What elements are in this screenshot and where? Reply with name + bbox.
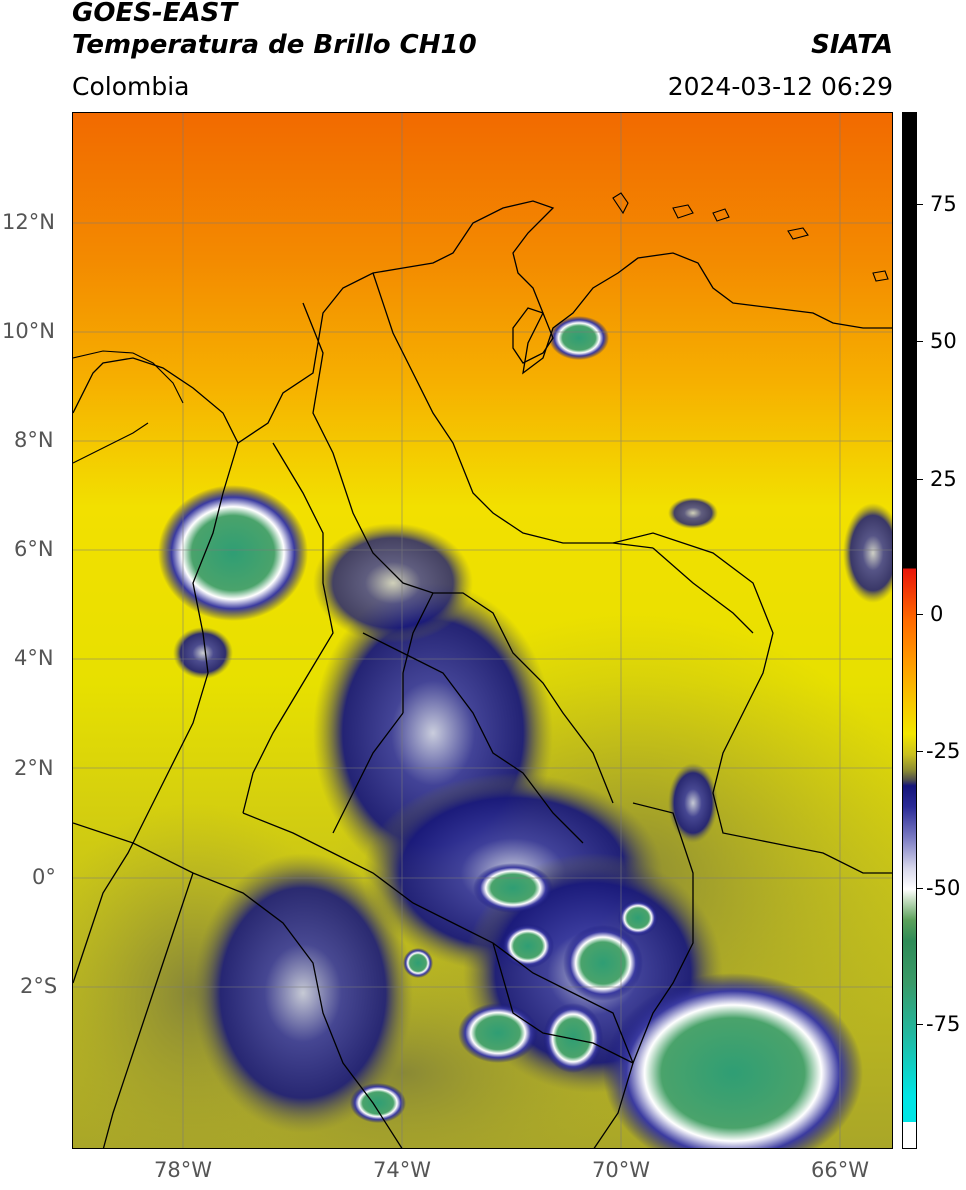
lat-tick-6n: 6°N [14, 537, 54, 561]
lat-tick-0: 0° [32, 865, 56, 889]
brightness-temperature-image [73, 113, 892, 1148]
colorbar-tick-neg50: -50 [926, 876, 961, 900]
lat-tick-12n: 12°N [2, 210, 55, 234]
lon-tick-78w: 78°W [154, 1158, 212, 1182]
region-label: Colombia [72, 72, 190, 101]
lon-tick-70w: 70°W [592, 1158, 650, 1182]
colorbar-tick-25: 25 [930, 467, 957, 491]
colorbar-tick-0: 0 [930, 602, 944, 626]
lat-tick-2n: 2°N [14, 756, 54, 780]
lon-tick-66w: 66°W [811, 1158, 869, 1182]
lon-tick-74w: 74°W [373, 1158, 431, 1182]
colorbar-tick-75: 75 [930, 192, 957, 216]
satellite-map [72, 112, 893, 1149]
colorbar-tick-neg75: -75 [926, 1012, 961, 1036]
lat-tick-2s: 2°S [20, 974, 58, 998]
lat-tick-8n: 8°N [14, 428, 54, 452]
colorbar-tick-50: 50 [930, 329, 957, 353]
product-title: Temperatura de Brillo CH10 [72, 30, 477, 60]
colorbar [902, 112, 917, 1149]
satellite-title: GOES-EAST [72, 0, 238, 28]
lat-tick-10n: 10°N [2, 319, 55, 343]
agency-label: SIATA [811, 30, 893, 60]
coastlines-borders [73, 200, 892, 1148]
colorbar-tick-neg25: -25 [926, 739, 961, 763]
gridlines [73, 113, 892, 1148]
timestamp-label: 2024-03-12 06:29 [667, 72, 893, 101]
lat-tick-4n: 4°N [14, 646, 54, 670]
